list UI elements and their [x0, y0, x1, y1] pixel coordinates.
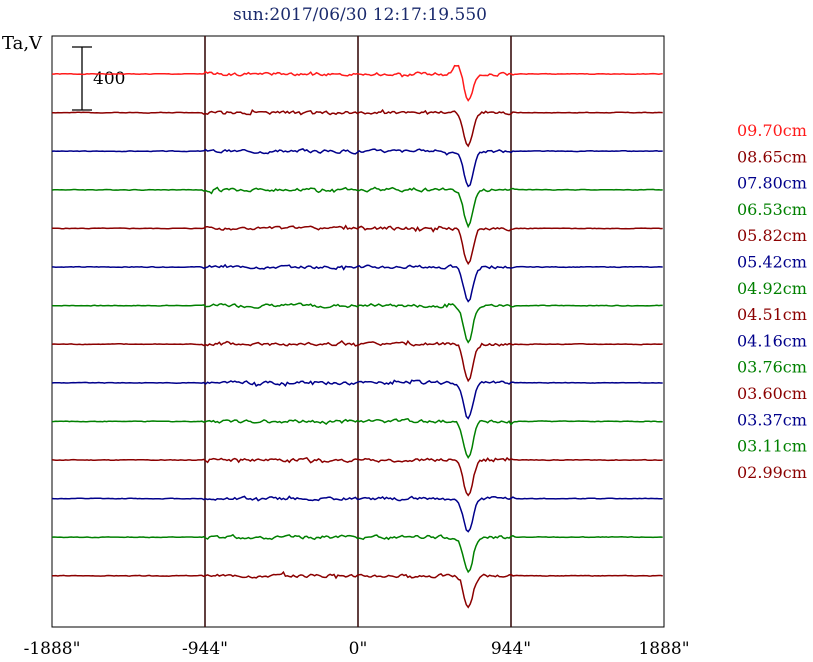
- x-tick-label: -1888": [24, 639, 81, 659]
- legend-item: 04.92cm: [737, 279, 807, 298]
- scale-bar: 400: [72, 47, 125, 110]
- legend-item: 02.99cm: [737, 463, 807, 482]
- legend-item: 03.76cm: [737, 358, 807, 377]
- scale-bar-label: 400: [93, 69, 125, 89]
- legend-item: 06.53cm: [737, 200, 807, 219]
- legend: 09.70cm 08.65cm 07.80cm 06.53cm 05.82cm 05.42…: [737, 121, 807, 482]
- y-axis-label: Ta,V: [2, 33, 43, 54]
- chart-title: sun:2017/06/30 12:17:19.550: [233, 5, 487, 25]
- x-tick-labels: -1888" -944" 0" 944" 1888": [24, 639, 690, 659]
- x-tick-label: -944": [182, 639, 228, 659]
- legend-item: 09.70cm: [737, 121, 807, 140]
- x-tick-label: 1888": [638, 639, 689, 659]
- legend-item: 03.37cm: [737, 410, 807, 429]
- legend-item: 05.82cm: [737, 226, 807, 245]
- x-tick-label: 0": [349, 639, 368, 659]
- legend-item: 04.16cm: [737, 331, 807, 350]
- legend-item: 03.60cm: [737, 384, 807, 403]
- x-tick-label: 944": [491, 639, 531, 659]
- legend-item: 07.80cm: [737, 174, 807, 193]
- legend-item: 08.65cm: [737, 147, 807, 166]
- legend-item: 03.11cm: [737, 437, 807, 456]
- legend-item: 04.51cm: [737, 305, 807, 324]
- legend-item: 05.42cm: [737, 253, 807, 272]
